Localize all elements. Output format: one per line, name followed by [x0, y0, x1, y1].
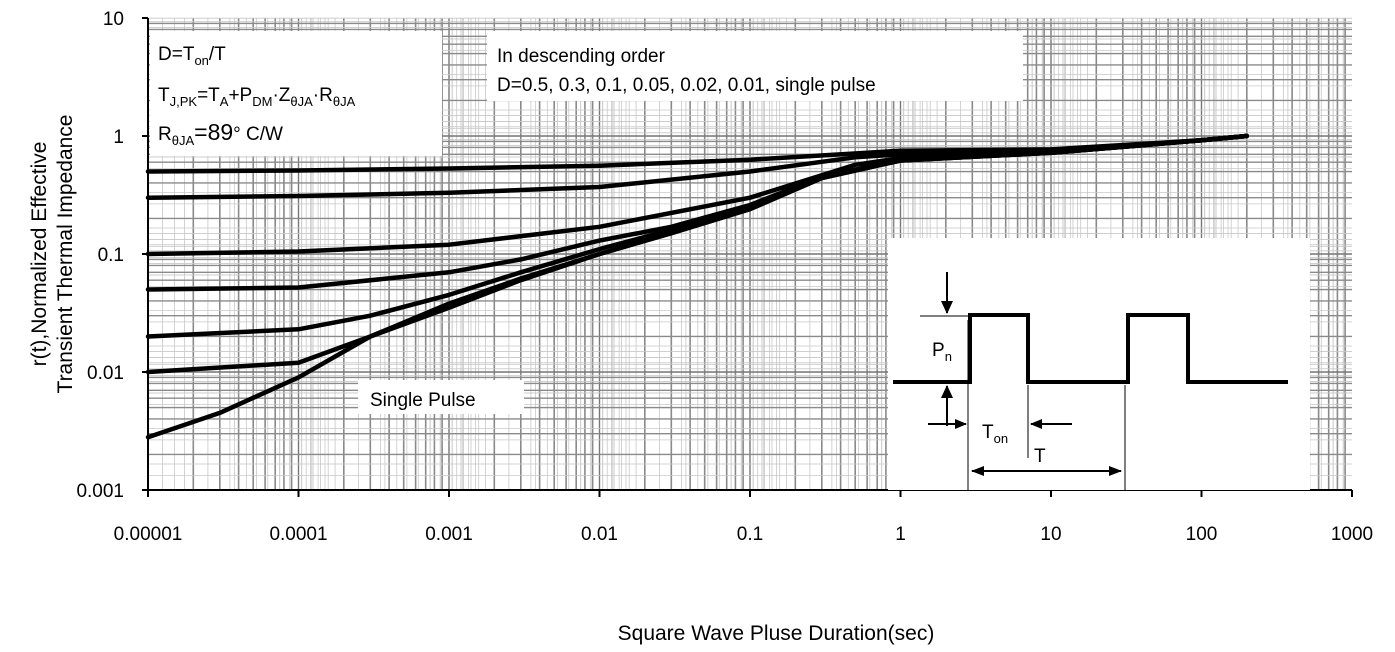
x-axis-title: Square Wave Pluse Duration(sec) [618, 622, 935, 645]
period-label: T [1034, 446, 1046, 467]
series-group [145, 133, 1250, 440]
single-pulse-label: Single Pulse [358, 380, 524, 414]
order-box: In descending order D=0.5, 0.3, 0.1, 0.0… [487, 31, 1023, 101]
pdm-label: Pn [932, 340, 952, 364]
x-tick-label: 1000 [1331, 524, 1373, 545]
series-line-single-pulse [145, 133, 1250, 440]
y-axis-title-line: Transient Thermal Impedance [54, 115, 77, 394]
y-tick-label: 0.01 [87, 363, 124, 384]
y-axis-title-line: r(t),Normalized Effective [28, 142, 51, 367]
info-box: D=Ton/T TJ,PK=TA+PDM·ZθJA·RθJA RθJA=89° … [150, 31, 442, 156]
x-tick-label: 100 [1186, 524, 1218, 545]
y-tick-label: 0.001 [76, 481, 124, 502]
y-tick-label: 0.1 [98, 245, 124, 266]
pulse-waveform [893, 313, 1288, 384]
info-duty-line: D=Ton/T [158, 44, 226, 68]
pulse-waveform-inset: Pn Ton T [888, 238, 1310, 490]
ton-label: Ton [982, 422, 1008, 446]
axis-labels: 0.00001 0.0001 0.001 0.01 0.1 1 10 100 1000 10 1 0.… [28, 9, 1373, 645]
x-tick-label: 0.001 [425, 524, 473, 545]
order-box-title: In descending order [497, 46, 666, 67]
y-tick-label: 10 [103, 9, 124, 30]
info-resistance-line: RθJA=89° C/W [158, 119, 283, 148]
x-tick-label: 0.01 [581, 524, 618, 545]
x-tick-label: 0.0001 [269, 524, 327, 545]
x-tick-label: 10 [1040, 524, 1061, 545]
x-tick-label: 0.1 [737, 524, 763, 545]
single-pulse-text: Single Pulse [370, 390, 476, 411]
info-formula-line: TJ,PK=TA+PDM·ZθJA·RθJA [158, 85, 356, 109]
x-tick-label: 1 [895, 524, 906, 545]
x-tick-label: 0.00001 [114, 524, 183, 545]
order-box-values: D=0.5, 0.3, 0.1, 0.05, 0.02, 0.01, singl… [497, 75, 876, 96]
y-tick-label: 1 [113, 127, 124, 148]
